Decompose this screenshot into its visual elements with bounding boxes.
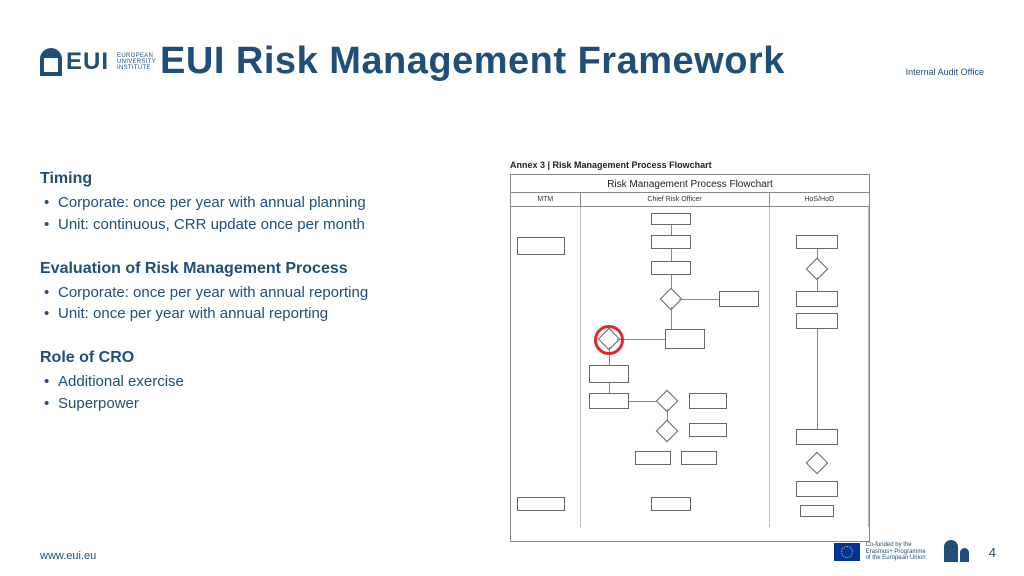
bullet-item: Additional exercise	[40, 371, 480, 393]
fc-node	[589, 393, 629, 409]
eu-flag-icon	[834, 543, 860, 561]
fc-connector	[629, 401, 659, 402]
fc-connector	[817, 329, 818, 429]
fc-node	[689, 393, 727, 409]
fc-connector	[817, 277, 818, 291]
flowchart-highlight-circle	[594, 325, 624, 355]
bullet-item: Unit: continuous, CRR update once per mo…	[40, 214, 480, 236]
fc-node	[800, 505, 834, 517]
slide-footer: www.eui.eu Co-funded by the Erasmus+ Pro…	[40, 540, 996, 562]
fc-node	[796, 235, 838, 249]
logo-letters: EUI	[66, 50, 109, 74]
lane-1	[581, 207, 770, 527]
fc-connector	[671, 249, 672, 261]
bullet-item: Corporate: once per year with annual rep…	[40, 282, 480, 304]
lane-0	[511, 207, 581, 527]
header-office-label: Internal Audit Office	[906, 67, 984, 77]
section-title-1: Evaluation of Risk Management Process	[40, 260, 480, 278]
fc-connector	[671, 307, 672, 329]
arch-icon	[944, 540, 958, 562]
lane-header-1: Chief Risk Officer	[581, 193, 770, 206]
fc-node	[589, 365, 629, 383]
section-title-2: Role of CRO	[40, 349, 480, 367]
swimlane-body	[511, 207, 869, 527]
lane-header-0: MTM	[511, 193, 581, 206]
section-bullets-2: Additional exercise Superpower	[40, 371, 480, 415]
footer-url: www.eui.eu	[40, 550, 96, 562]
section-title-0: Timing	[40, 170, 480, 188]
lane-2	[770, 207, 869, 527]
fc-connector	[671, 225, 672, 235]
bullet-item: Corporate: once per year with annual pla…	[40, 192, 480, 214]
flowchart-frame: Risk Management Process Flowchart MTM Ch…	[510, 174, 870, 542]
fc-node	[651, 213, 691, 225]
fc-node	[796, 291, 838, 307]
flowchart-title: Risk Management Process Flowchart	[511, 175, 869, 193]
fc-node	[651, 235, 691, 249]
eui-logo: EUI EUROPEAN UNIVERSITY INSTITUTE	[40, 48, 156, 76]
fc-decision	[805, 452, 828, 475]
section-bullets-1: Corporate: once per year with annual rep…	[40, 282, 480, 326]
fc-node	[796, 481, 838, 497]
eu-cofund-text: Co-funded by the Erasmus+ Programme of t…	[866, 542, 926, 562]
section-bullets-0: Corporate: once per year with annual pla…	[40, 192, 480, 236]
swimlane-header: MTM Chief Risk Officer HoS/HoD	[511, 193, 869, 207]
fc-node	[689, 423, 727, 437]
fc-connector	[679, 299, 719, 300]
bullet-content: Timing Corporate: once per year with ann…	[40, 170, 480, 439]
eu-line1: Co-funded by the	[866, 542, 926, 549]
bullet-item: Unit: once per year with annual reportin…	[40, 303, 480, 325]
fc-node	[517, 497, 565, 511]
eu-line3: of the European Union	[866, 555, 926, 562]
arch-icon-small	[960, 548, 969, 562]
footer-logo-arches	[944, 540, 969, 562]
page-number: 4	[989, 545, 996, 560]
footer-eu-cofunding: Co-funded by the Erasmus+ Programme of t…	[834, 542, 926, 562]
bullet-item: Superpower	[40, 393, 480, 415]
fc-node	[517, 237, 565, 255]
slide-title: EUI Risk Management Framework	[160, 40, 785, 83]
fc-node	[665, 329, 705, 349]
eu-line2: Erasmus+ Programme	[866, 549, 926, 556]
flowchart-annex-title: Annex 3 | Risk Management Process Flowch…	[510, 160, 870, 170]
fc-node	[796, 429, 838, 445]
fc-node	[651, 497, 691, 511]
fc-decision	[655, 420, 678, 443]
fc-node	[681, 451, 717, 465]
fc-node	[635, 451, 671, 465]
slide-header: EUI EUROPEAN UNIVERSITY INSTITUTE EUI Ri…	[40, 40, 984, 83]
fc-node	[719, 291, 759, 307]
lane-header-2: HoS/HoD	[770, 193, 869, 206]
fc-connector	[609, 383, 610, 393]
fc-node	[796, 313, 838, 329]
flowchart-figure: Annex 3 | Risk Management Process Flowch…	[510, 160, 870, 542]
logo-sub-line3: INSTITUTE	[117, 65, 156, 71]
logo-arch-icon	[40, 48, 62, 76]
fc-node	[651, 261, 691, 275]
